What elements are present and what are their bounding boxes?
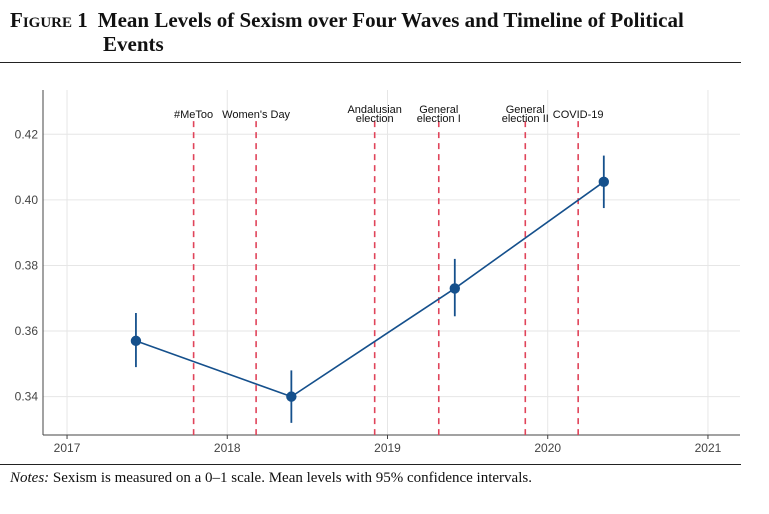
y-tick-label: 0.36 [15, 324, 39, 338]
event-label: COVID-19 [553, 109, 604, 121]
figure-title-line2: Events [103, 32, 164, 56]
data-point [130, 335, 142, 347]
event-label: #MeToo [174, 109, 213, 121]
x-tick-label: 2017 [54, 441, 81, 455]
event-label: General [506, 104, 545, 116]
data-point [286, 391, 297, 402]
notes-label: Notes: [10, 470, 50, 486]
event-label: election I [417, 113, 461, 125]
title-rule [0, 62, 741, 63]
x-tick-label: 2021 [695, 441, 722, 455]
y-tick-label: 0.40 [15, 193, 39, 207]
notes-rule [0, 464, 741, 465]
event-label: Andalusian [347, 104, 401, 116]
figure-title: Figure 1 Mean Levels of Sexism over Four … [10, 8, 750, 56]
series-line [135, 181, 605, 398]
event-label: election II [502, 113, 549, 125]
data-point [449, 283, 460, 294]
figure-title-line1: Mean Levels of Sexism over Four Waves an… [97, 8, 684, 32]
y-tick-label: 0.38 [15, 258, 39, 272]
event-label: Women's Day [222, 109, 290, 121]
y-tick-label: 0.42 [15, 127, 39, 141]
x-tick-label: 2018 [214, 441, 241, 455]
x-tick-label: 2020 [534, 441, 561, 455]
event-label: election [356, 113, 394, 125]
event-label: General [419, 104, 458, 116]
y-tick-label: 0.34 [15, 390, 39, 404]
x-tick-label: 2019 [374, 441, 401, 455]
figure-number: Figure 1 [10, 8, 88, 32]
figure-notes: Notes: Sexism is measured on a 0–1 scale… [10, 470, 750, 487]
notes-text: Sexism is measured on a 0–1 scale. Mean … [52, 470, 532, 486]
data-point [598, 176, 610, 188]
